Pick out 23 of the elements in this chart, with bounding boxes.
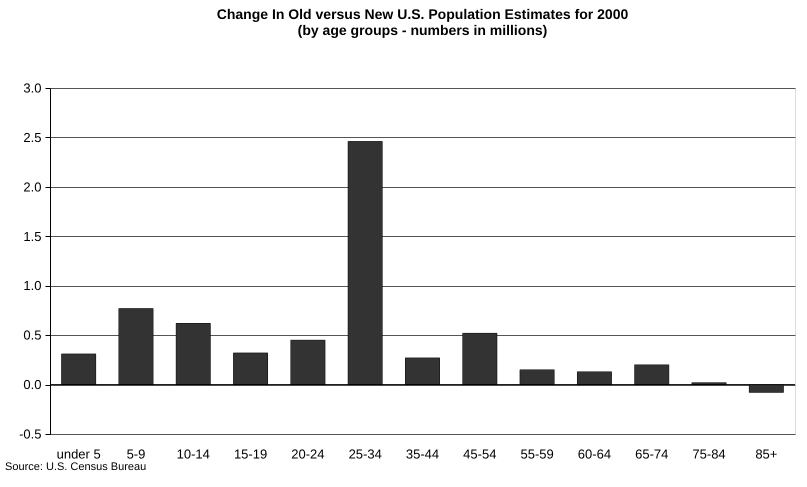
- chart-title: Change In Old versus New U.S. Population Estimates for 2000 (by age groups - numbers in millions): [216, 6, 628, 38]
- y-tick-label: 3.0: [23, 80, 42, 96]
- x-tick-label: 25-34: [348, 446, 382, 462]
- x-tick-label: 75-84: [692, 446, 726, 462]
- y-tick-label: 1.5: [23, 228, 42, 244]
- x-tick-label: 5-9: [126, 446, 146, 462]
- source-note: Source: U.S. Census Bureau: [5, 461, 146, 473]
- y-tick-label: 0.5: [23, 328, 42, 343]
- x-tick-label: 55-59: [520, 446, 554, 462]
- x-tick-label: 45-54: [463, 446, 496, 462]
- y-tick-label: 2.0: [23, 179, 42, 194]
- x-tick-label: under 5: [56, 446, 101, 462]
- y-tick-label: -0.5: [19, 426, 42, 442]
- x-tick-label: 85+: [755, 446, 778, 462]
- y-tick-label: 0.0: [23, 377, 42, 392]
- x-tick-label: 10-14: [176, 446, 210, 462]
- x-tick-label: 20-24: [291, 446, 325, 462]
- x-tick-label: 60-64: [578, 446, 612, 462]
- x-tick-label: 65-74: [635, 446, 668, 462]
- y-tick-label: 2.5: [23, 130, 42, 145]
- y-tick-label: 1.0: [23, 278, 42, 294]
- x-tick-label: 15-19: [234, 446, 268, 462]
- x-tick-label: 35-44: [406, 446, 440, 462]
